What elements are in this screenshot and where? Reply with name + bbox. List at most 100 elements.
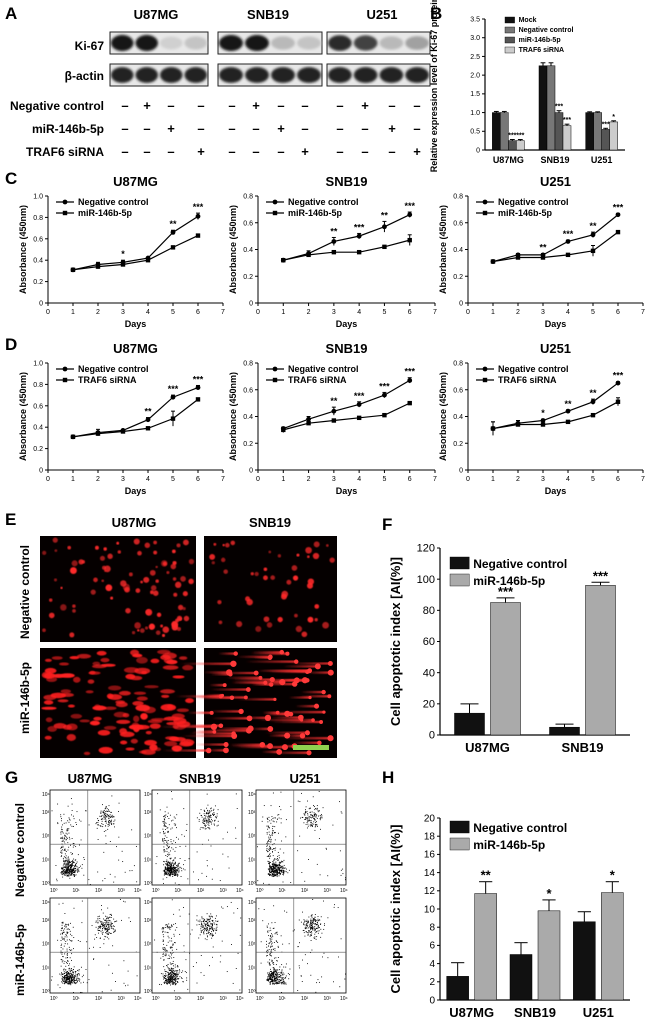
event-dot xyxy=(288,869,290,871)
event-dot xyxy=(164,975,166,977)
event-dot xyxy=(72,870,74,872)
cell-spot xyxy=(88,671,101,675)
event-dot xyxy=(111,795,113,797)
event-dot xyxy=(268,974,270,976)
event-dot xyxy=(226,971,228,973)
event-dot xyxy=(275,869,277,871)
event-dot xyxy=(61,868,62,870)
event-dot xyxy=(164,825,166,827)
event-dot xyxy=(79,980,81,982)
event-dot xyxy=(273,864,275,866)
event-dot xyxy=(160,957,162,959)
event-dot xyxy=(69,865,70,867)
event-dot xyxy=(172,960,174,962)
cell-spot xyxy=(110,596,114,600)
event-dot xyxy=(67,820,69,822)
event-dot xyxy=(107,932,109,934)
cell-spot xyxy=(268,550,272,554)
event-dot xyxy=(68,982,69,984)
event-dot xyxy=(115,981,116,982)
event-dot xyxy=(177,978,179,980)
event-dot xyxy=(70,867,72,868)
event-dot xyxy=(273,821,275,823)
cell-spot xyxy=(87,679,95,684)
event-dot xyxy=(204,938,206,940)
event-dot xyxy=(175,873,177,875)
x-tick-label: 2 xyxy=(516,476,520,483)
event-dot xyxy=(75,863,77,865)
event-dot xyxy=(312,926,314,928)
flow-x-tick: 10¹ xyxy=(73,888,81,894)
event-dot xyxy=(71,863,72,865)
event-dot xyxy=(276,818,278,820)
event-dot xyxy=(103,818,105,820)
y-tick-label: 1.0 xyxy=(470,110,480,117)
event-dot xyxy=(267,972,269,974)
event-dot xyxy=(83,981,84,983)
event-dot xyxy=(268,836,270,838)
event-dot xyxy=(272,818,274,820)
event-dot xyxy=(67,857,69,859)
event-dot xyxy=(312,899,314,900)
event-dot xyxy=(276,969,278,971)
event-dot xyxy=(202,827,204,829)
cell-spot xyxy=(108,685,122,691)
event-dot xyxy=(204,826,206,828)
event-dot xyxy=(318,926,319,928)
cell-spot xyxy=(78,559,84,565)
event-dot xyxy=(279,974,281,975)
event-dot xyxy=(270,943,272,945)
event-dot xyxy=(68,982,70,984)
event-dot xyxy=(68,864,70,866)
event-dot xyxy=(105,919,106,921)
event-dot xyxy=(88,979,90,981)
event-dot xyxy=(113,931,115,932)
event-dot xyxy=(164,824,166,826)
cell-spot xyxy=(157,649,171,655)
event-dot xyxy=(317,979,319,981)
event-dot xyxy=(164,949,166,951)
event-dot xyxy=(277,872,279,874)
event-dot xyxy=(176,974,178,975)
event-dot xyxy=(266,952,268,954)
y-tick-label: 14 xyxy=(424,868,436,879)
event-dot xyxy=(271,832,273,833)
event-dot xyxy=(269,862,270,864)
event-dot xyxy=(106,927,108,929)
x-tick-label: 4 xyxy=(146,309,150,316)
event-dot xyxy=(60,816,62,818)
event-dot xyxy=(101,905,102,907)
event-dot xyxy=(266,817,268,819)
event-dot xyxy=(101,932,103,934)
event-dot xyxy=(172,977,174,979)
event-dot xyxy=(333,906,335,908)
event-dot xyxy=(272,962,274,964)
event-dot xyxy=(101,818,103,820)
event-dot xyxy=(210,927,212,929)
event-dot xyxy=(64,867,66,869)
event-dot xyxy=(65,859,67,861)
data-point xyxy=(170,416,176,421)
event-dot xyxy=(172,968,174,970)
event-dot xyxy=(167,982,169,984)
flow-y-tick: 10¹ xyxy=(42,857,50,863)
blot-band xyxy=(219,67,243,83)
event-dot xyxy=(272,975,274,977)
series-line xyxy=(72,398,199,438)
event-dot xyxy=(233,912,235,914)
event-dot xyxy=(266,925,268,927)
event-dot xyxy=(111,816,113,818)
event-dot xyxy=(166,924,168,925)
event-dot xyxy=(297,946,299,948)
event-dot xyxy=(165,978,167,980)
event-dot xyxy=(60,820,62,822)
event-dot xyxy=(60,929,62,931)
event-dot xyxy=(272,867,274,869)
event-dot xyxy=(107,825,109,827)
event-dot xyxy=(60,814,62,816)
event-dot xyxy=(177,838,179,840)
event-dot xyxy=(66,953,68,955)
event-dot xyxy=(69,873,70,874)
cell-spot xyxy=(222,543,225,547)
